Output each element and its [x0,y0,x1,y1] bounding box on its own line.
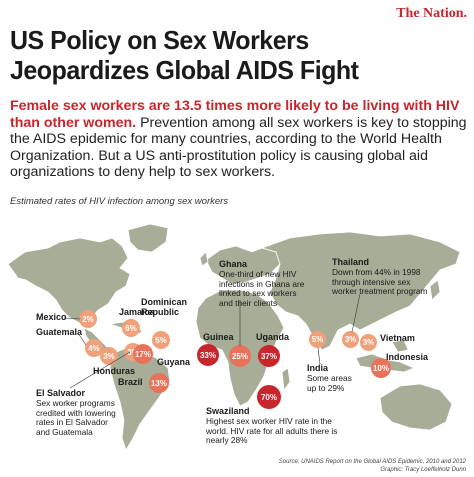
label-ghana-name: Ghana [219,259,248,269]
label-brazil: Brazil [118,377,143,387]
publication-logo: The Nation. [396,6,467,21]
rate-bubble-guyana: 17% [133,344,153,364]
rate-bubble-india: 5% [309,331,326,348]
rate-bubble-dominican-republic: 5% [152,331,170,349]
label-vietnam: Vietnam [380,333,415,343]
note-swaziland: Highest sex worker HIV rate in the world… [206,415,338,446]
label-india: India Some areas up to 29% [307,363,357,393]
rate-bubble-jamaica: 6% [122,319,140,337]
rate-bubble-guinea: 33% [197,344,219,366]
label-india-name: India [307,363,329,373]
rate-bubble-thailand: 3% [342,331,359,348]
title-line-1: US Policy on Sex Workers [10,25,309,55]
map-subtitle: Estimated rates of HIV infection among s… [10,196,229,207]
rate-bubble-guatemala: 4% [85,339,103,357]
madagascar-landmass [281,367,291,392]
japan-landmass [429,279,441,301]
rate-bubble-indonesia: 10% [371,358,391,378]
uk-landmass [199,251,209,267]
label-indonesia: Indonesia [386,352,429,362]
label-el-salvador: El Salvador Sex worker programs credited… [36,388,116,438]
note-thailand: Down from 44% in 1998 through intensive … [332,266,428,297]
note-ghana: One-third of new HIV infections in Ghana… [219,268,305,309]
note-india: Some areas up to 29% [307,372,352,393]
australia-landmass [379,383,453,431]
label-el-salvador-name: El Salvador [36,388,86,398]
label-swaziland: Swaziland Highest sex worker HIV rate in… [206,406,346,446]
source-credit: Source: UNAIDS Report on the Global AIDS… [279,459,466,474]
southeast-asia-islands [355,339,416,373]
note-el-salvador: Sex worker programs credited with loweri… [36,397,116,438]
label-ghana: Ghana One-third of new HIV infections in… [219,259,309,309]
label-thailand-name: Thailand [332,257,370,267]
rate-bubble-swaziland: 70% [257,385,281,409]
label-jamaica: Jamaica [119,307,155,317]
intro-body: Prevention among all sex workers is key … [10,114,467,181]
label-thailand: Thailand Down from 44% in 1998 through i… [332,257,432,297]
rate-bubble-mexico: 2% [79,310,97,328]
rate-bubble-honduras: 3% [100,347,118,365]
north-america-landmass [7,237,131,329]
label-swaziland-name: Swaziland [206,406,250,416]
source-line: Source: UNAIDS Report on the Global AIDS… [278,459,466,465]
page-title: US Policy on Sex Workers Jeopardizes Glo… [10,25,448,85]
rate-bubble-vietnam: 3% [360,334,377,351]
asia-landmass [260,231,461,351]
label-honduras: Honduras [93,366,136,376]
label-dominican-republic: Dominican Republic [141,297,188,317]
label-guyana: Guyana [157,357,191,367]
greenland-landmass [127,223,169,253]
intro-paragraph: Female sex workers are 13.5 times more l… [10,98,470,181]
label-uganda: Uganda [256,332,290,342]
label-guatemala: Guatemala [36,327,83,337]
intro-lead: Female sex workers are 13.5 times more l… [10,98,460,131]
label-guinea: Guinea [203,332,234,342]
europe-landmass [205,245,281,285]
graphic-credit: Graphic: Tracy Loeffelholz Dunn [380,466,466,473]
rate-bubble-brazil: 13% [149,373,169,393]
title-line-2: Jeopardizes Global AIDS Fight [10,55,359,85]
rate-bubble-uganda: 37% [258,345,280,367]
label-mexico: Mexico [36,312,67,322]
rate-bubble-ghana: 25% [229,345,251,367]
